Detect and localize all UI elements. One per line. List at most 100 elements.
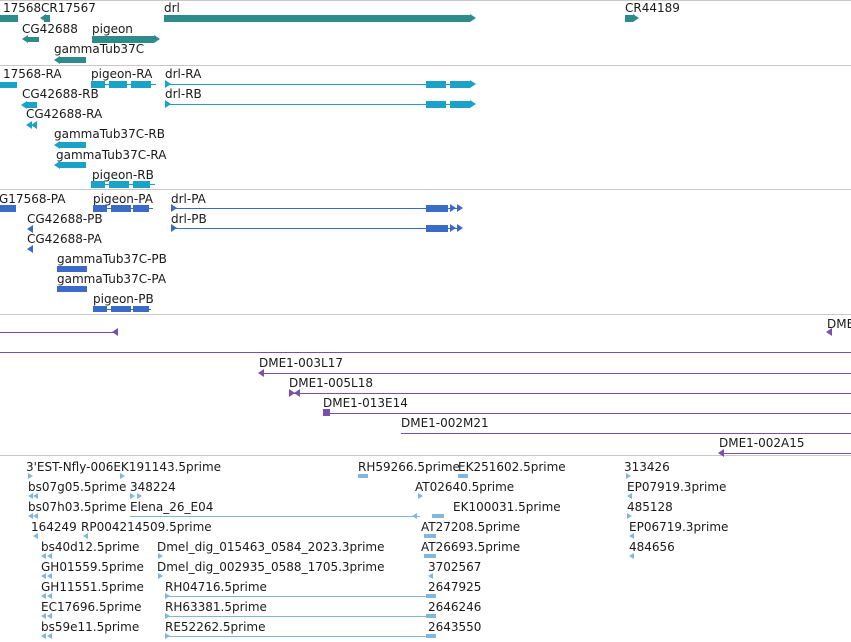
transcript-label[interactable]: 17568-RA — [3, 67, 62, 81]
est-label[interactable]: 164249 — [31, 520, 77, 534]
gene-label[interactable]: gammaTub37C — [54, 42, 145, 56]
est-label[interactable]: 348224 — [130, 480, 176, 494]
protein-label[interactable]: CG42688-PB — [27, 212, 103, 226]
transcript-exon[interactable] — [426, 101, 446, 108]
protein-label[interactable]: drl-PB — [171, 212, 207, 226]
est-label[interactable]: EK100031.5prime — [453, 500, 561, 514]
protein-label[interactable]: gammaTub37C-PA — [57, 272, 167, 286]
gene-label[interactable]: CG42688 — [22, 22, 78, 36]
transcript-label[interactable]: pigeon-RA — [91, 67, 153, 81]
protein-label[interactable]: G17568-PA — [0, 192, 66, 206]
clone-label[interactable]: DME1-002M21 — [401, 416, 489, 430]
transcript-label[interactable]: pigeon-RB — [92, 168, 154, 182]
clone-label[interactable]: DME1-003L17 — [259, 356, 343, 370]
clone-label[interactable]: DME1-005L18 — [289, 376, 373, 390]
est-label[interactable]: RH59266.5prime — [358, 460, 460, 474]
est-label[interactable]: 484656 — [629, 540, 675, 554]
est-feature[interactable] — [426, 594, 436, 598]
transcript-exon[interactable] — [109, 81, 127, 88]
gene-label[interactable]: drl — [164, 1, 180, 15]
est-label[interactable]: GH11551.5prime — [41, 580, 144, 594]
est-label[interactable]: EC17696.5prime — [41, 600, 142, 614]
protein-label[interactable]: CG42688-PA — [27, 232, 102, 246]
est-feature[interactable] — [424, 554, 436, 558]
gene-label[interactable]: pigeon — [92, 22, 133, 36]
est-label[interactable]: 2643550 — [428, 620, 482, 634]
protein-label[interactable]: gammaTub37C-PB — [57, 252, 167, 266]
transcript-exon[interactable] — [91, 81, 105, 88]
protein-exon[interactable] — [93, 205, 107, 212]
est-label[interactable]: Dmel_dig_015463_0584_2023.3prime — [157, 540, 385, 554]
gene-feature[interactable] — [164, 15, 470, 22]
est-label[interactable]: 3702567 — [428, 560, 482, 574]
est-label[interactable]: 2646246 — [428, 600, 482, 614]
est-label[interactable]: RH63381.5prime — [165, 600, 267, 614]
est-feature[interactable] — [458, 474, 468, 478]
protein-exon[interactable] — [426, 225, 448, 232]
transcript-feature[interactable] — [0, 82, 17, 88]
gene-label[interactable]: 17568 — [3, 1, 42, 15]
est-label[interactable]: bs40d12.5prime — [41, 540, 140, 554]
transcript-label[interactable]: drl-RA — [165, 67, 202, 81]
est-label[interactable]: RH04716.5prime — [165, 580, 267, 594]
gene-feature[interactable] — [0, 15, 18, 22]
est-label[interactable]: 485128 — [627, 500, 673, 514]
est-label[interactable]: RP004214509.5prime — [81, 520, 212, 534]
est-feature[interactable] — [358, 474, 368, 478]
transcript-exon[interactable] — [60, 142, 86, 148]
protein-exon[interactable] — [111, 306, 131, 312]
gene-feature[interactable] — [60, 57, 86, 63]
est-label[interactable]: AT02640.5prime — [415, 480, 515, 494]
transcript-label[interactable]: CG42688-RA — [26, 107, 103, 121]
transcript-exon[interactable] — [426, 81, 446, 88]
gene-label[interactable]: CR17567 — [41, 1, 96, 15]
est-label[interactable]: AT26693.5prime — [421, 540, 521, 554]
est-feature[interactable] — [426, 634, 436, 638]
est-label[interactable]: EP06719.3prime — [629, 520, 729, 534]
est-label[interactable]: 2647925 — [428, 580, 482, 594]
est-label[interactable]: AT27208.5prime — [421, 520, 521, 534]
gene-feature[interactable] — [44, 15, 50, 22]
gene-feature[interactable] — [625, 15, 633, 22]
est-label[interactable]: 313426 — [624, 460, 670, 474]
transcript-exon[interactable] — [131, 81, 151, 88]
est-feature[interactable] — [426, 614, 436, 618]
est-label[interactable]: Elena_26_E04 — [130, 500, 214, 514]
est-feature[interactable] — [432, 514, 444, 518]
protein-label[interactable]: drl-PA — [171, 192, 206, 206]
transcript-label[interactable]: drl-RB — [165, 87, 202, 101]
protein-exon[interactable] — [93, 306, 107, 312]
transcript-feature[interactable] — [27, 102, 37, 108]
protein-exon[interactable] — [426, 205, 448, 212]
transcript-exon[interactable] — [450, 101, 470, 108]
transcript-label[interactable]: gammaTub37C-RA — [56, 148, 167, 162]
clone-label[interactable]: DME1-002A15 — [719, 436, 805, 450]
est-label[interactable]: Dmel_dig_002935_0588_1705.3prime — [157, 560, 385, 574]
transcript-exon[interactable] — [450, 81, 470, 88]
clone-label[interactable]: DME — [827, 317, 851, 331]
est-label[interactable]: RE52262.5prime — [165, 620, 266, 634]
est-label[interactable]: bs07h03.5prime — [28, 500, 127, 514]
transcript-label[interactable]: gammaTub37C-RB — [54, 127, 165, 141]
transcript-exon[interactable] — [91, 181, 105, 188]
est-label[interactable]: EK251602.5prime — [458, 460, 566, 474]
est-label[interactable]: bs07g05.5prime — [28, 480, 127, 494]
est-label[interactable]: 3'EST-Nfly-006EK191143.5prime — [26, 460, 222, 474]
clone-label[interactable]: DME1-013E14 — [323, 396, 408, 410]
est-label[interactable]: EP07919.3prime — [627, 480, 727, 494]
protein-label[interactable]: pigeon-PB — [93, 292, 154, 306]
protein-exon[interactable] — [133, 306, 149, 312]
gene-feature[interactable] — [28, 37, 39, 42]
transcript-exon[interactable] — [133, 181, 150, 188]
est-label[interactable]: GH01559.5prime — [41, 560, 144, 574]
protein-exon[interactable] — [57, 266, 87, 272]
protein-exon[interactable] — [111, 205, 131, 212]
transcript-exon[interactable] — [60, 162, 86, 168]
protein-exon[interactable] — [57, 286, 87, 292]
est-label[interactable]: bs59e11.5prime — [41, 620, 140, 634]
protein-label[interactable]: pigeon-PA — [93, 192, 153, 206]
gene-feature[interactable] — [92, 36, 154, 43]
transcript-label[interactable]: CG42688-RB — [22, 87, 99, 101]
gene-label[interactable]: CR44189 — [625, 1, 680, 15]
protein-feature[interactable] — [0, 205, 16, 212]
